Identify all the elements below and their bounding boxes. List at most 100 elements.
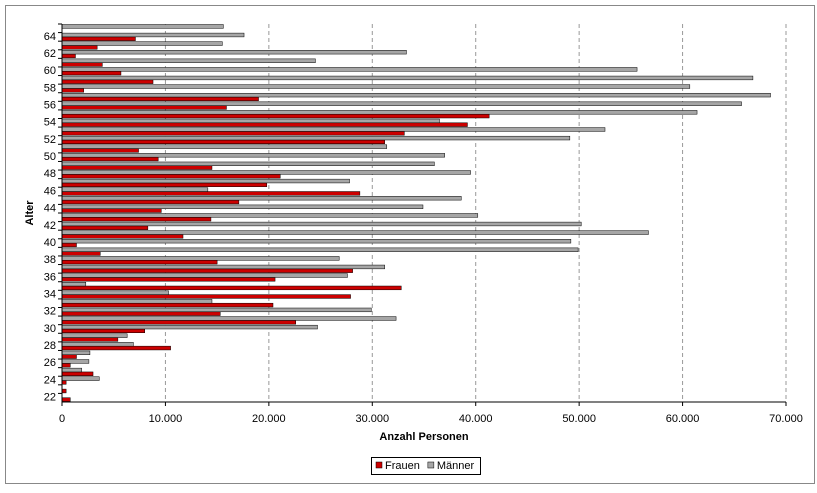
bar: [61, 273, 348, 278]
bar: [61, 324, 318, 330]
bar: [61, 105, 227, 110]
bar: [61, 41, 223, 46]
y-tick-label: 60: [44, 65, 56, 77]
bar: [61, 101, 742, 106]
bar: [61, 342, 134, 347]
bar: [61, 36, 136, 41]
y-tick-label: 44: [44, 203, 56, 215]
x-tick-label: 10.000: [149, 413, 183, 425]
bar: [61, 178, 350, 184]
bar: [61, 333, 128, 338]
bar: [61, 225, 149, 230]
y-tick-label: 24: [44, 374, 56, 386]
bar: [61, 397, 71, 402]
bar: [61, 337, 119, 342]
bar: [61, 359, 90, 364]
y-axis-title: Alter: [24, 200, 36, 226]
bar: [61, 294, 351, 299]
legend-swatch: [427, 461, 435, 469]
bar: [61, 131, 405, 136]
y-tick-label: 64: [44, 31, 56, 43]
bar: [61, 234, 184, 239]
y-tick-label: 30: [44, 323, 56, 335]
bar: [61, 371, 94, 376]
bar: [61, 187, 209, 192]
x-tick-label: 60.000: [666, 413, 700, 425]
bar: [61, 204, 424, 209]
bar: [61, 79, 154, 84]
x-tick-label: 30.000: [355, 413, 389, 425]
bar: [61, 302, 274, 308]
bar: [61, 53, 76, 59]
bar: [61, 328, 145, 334]
bar: [61, 88, 84, 93]
bar: [61, 67, 638, 72]
bar: [61, 217, 212, 222]
y-tick-label: 38: [44, 254, 56, 266]
bar: [61, 196, 462, 201]
bar: [61, 277, 276, 282]
y-tick-label: 46: [44, 185, 56, 197]
y-tick-label: 52: [44, 134, 56, 146]
bar: [61, 62, 103, 67]
bar: [61, 156, 159, 162]
y-tick-label: 26: [44, 357, 56, 369]
bar: [61, 230, 649, 235]
bar: [61, 153, 445, 158]
legend-label: Frauen: [385, 460, 420, 472]
x-tick-label: 70.000: [769, 413, 803, 425]
bar: [61, 174, 281, 179]
bar: [61, 58, 316, 63]
x-tick-label: 50.000: [562, 413, 596, 425]
bar: [61, 75, 754, 81]
bar: [61, 320, 296, 325]
y-tick-label: 32: [44, 306, 56, 318]
legend-label: Männer: [437, 460, 475, 472]
bar: [61, 242, 77, 248]
y-tick-label: 36: [44, 271, 56, 283]
bar: [61, 92, 771, 98]
bar: [61, 24, 224, 29]
bar: [61, 260, 218, 265]
bar: [61, 118, 440, 124]
bar: [61, 144, 388, 149]
bar: [61, 247, 579, 252]
bar: [61, 363, 71, 368]
y-tick-label: 48: [44, 168, 56, 180]
bar: [61, 380, 67, 385]
bar: [61, 182, 268, 187]
bar: [61, 311, 221, 316]
bar: [61, 221, 582, 227]
bar: [61, 256, 340, 261]
bar: [61, 71, 122, 76]
bar: [61, 139, 385, 145]
y-tick-label: 40: [44, 237, 56, 249]
bar: [61, 307, 372, 313]
y-tick-label: 22: [44, 392, 56, 404]
y-tick-label: 50: [44, 151, 56, 163]
y-tick-label: 62: [44, 48, 56, 60]
y-tick-label: 56: [44, 100, 56, 112]
bar: [61, 290, 169, 295]
bar: [61, 199, 240, 205]
bar: [61, 281, 87, 287]
x-tick-label: 0: [59, 413, 65, 425]
bar: [61, 376, 100, 381]
bar: [61, 135, 571, 141]
y-tick-label: 58: [44, 82, 56, 94]
y-tick-label: 42: [44, 220, 56, 232]
bar: [61, 208, 162, 213]
x-axis-title: Anzahl Personen: [379, 431, 469, 443]
y-tick-label: 28: [44, 340, 56, 352]
bar: [61, 122, 468, 127]
y-tick-label: 34: [44, 289, 56, 301]
bar: [61, 213, 479, 218]
bar: [61, 239, 572, 244]
bar: [61, 32, 245, 38]
bar: [61, 84, 691, 89]
legend-box: [371, 457, 481, 475]
x-tick-label: 20.000: [252, 413, 286, 425]
bar: [61, 354, 77, 359]
bar: [61, 45, 98, 50]
